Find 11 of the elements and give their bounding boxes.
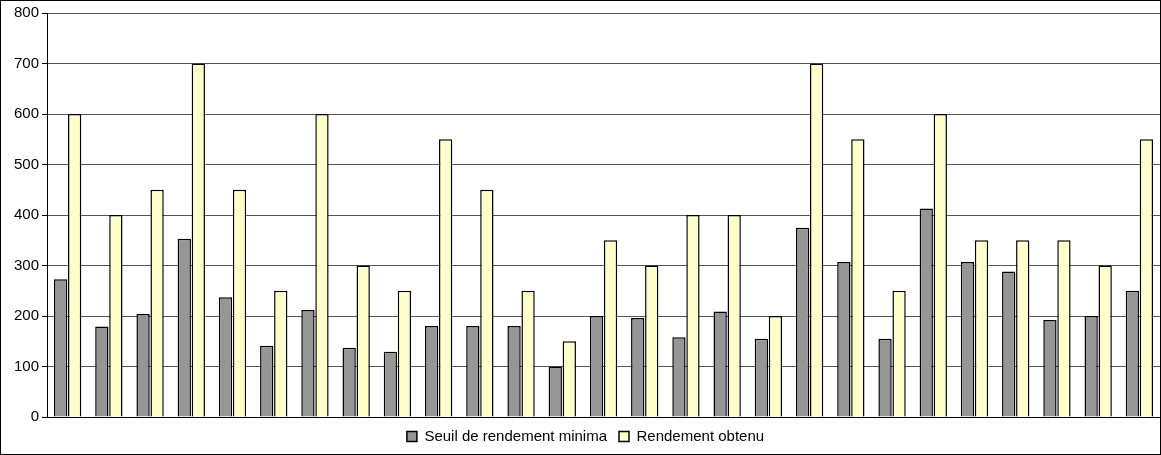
legend-label: Rendement obtenu [636,426,765,444]
legend-label: Seuil de rendement minima [424,426,608,444]
y-tick-label: 500 [14,154,40,172]
y-tick-label: 400 [14,205,40,223]
y-tick-label: 300 [14,255,40,273]
y-tick-label: 0 [30,407,40,425]
y-tick-label: 800 [14,3,40,21]
y-tick-label: 200 [14,306,40,324]
y-tick-label: 700 [14,53,40,71]
y-tick-label: 100 [14,356,40,374]
y-tick-label: 600 [14,104,40,122]
